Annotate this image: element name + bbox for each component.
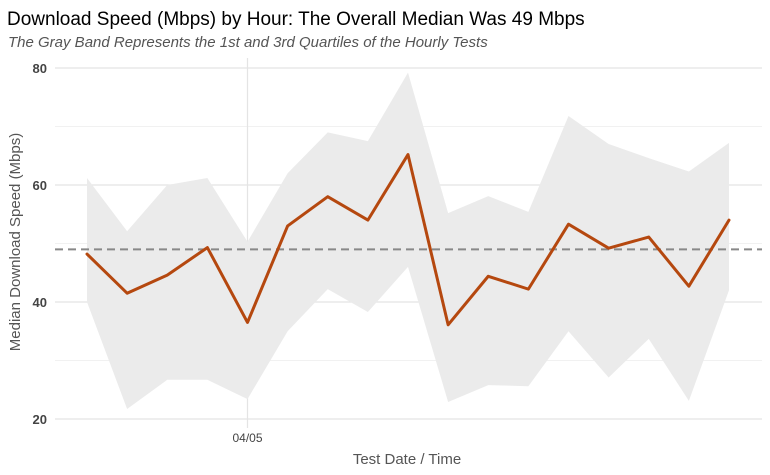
quartile-band-area [87,72,729,410]
x-tick-label: 04/05 [232,431,262,445]
y-axis-ticks: 20 40 60 80 [33,61,47,427]
y-tick-label: 40 [33,295,47,310]
y-tick-label: 20 [33,412,47,427]
y-tick-label: 80 [33,61,47,76]
x-axis-ticks: 04/05 [232,431,262,445]
x-axis-title: Test Date / Time [353,451,461,468]
chart-subtitle: The Gray Band Represents the 1st and 3rd… [8,34,488,51]
median-series-line [85,153,731,327]
y-tick-label: 60 [33,178,47,193]
chart-title: Download Speed (Mbps) by Hour: The Overa… [7,9,585,30]
y-axis-title: Median Download Speed (Mbps) [7,133,24,351]
median-line-group [85,153,731,327]
quartile-band [87,72,729,410]
